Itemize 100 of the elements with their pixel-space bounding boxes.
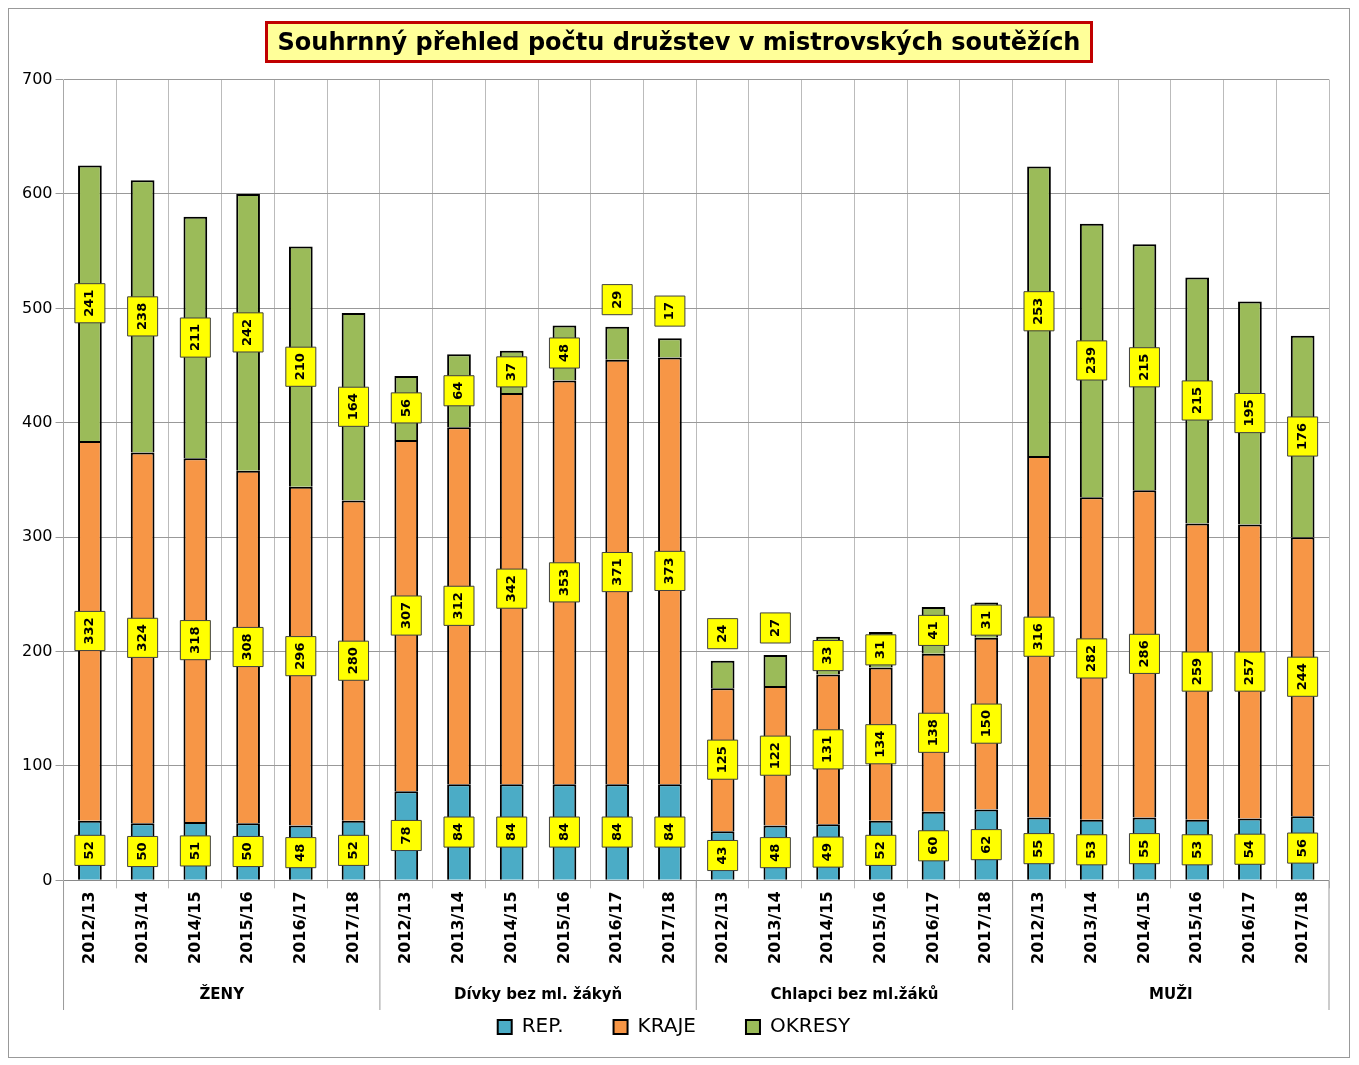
data-label: 138 xyxy=(924,719,940,747)
text: Chlapci bez ml.žáků xyxy=(770,984,939,1003)
data-label: 257 xyxy=(1241,658,1257,686)
data-label: 55 xyxy=(1135,839,1151,858)
y-tick-label: 0 xyxy=(42,869,53,889)
y-tick-label: 600 xyxy=(21,183,53,203)
x-tick-label: 2012/13 xyxy=(1028,891,1048,964)
x-tick-label: 2012/13 xyxy=(79,891,99,964)
chart-title: Souhrnný přehled počtu družstev v mistrovských soutěžích xyxy=(264,21,1094,63)
x-tick-label: 2013/14 xyxy=(131,891,151,964)
x-tick-label: 2016/17 xyxy=(922,891,942,964)
x-tick-label: 2015/16 xyxy=(553,891,573,964)
data-label: 53 xyxy=(1188,840,1204,859)
x-tick-label: 2014/15 xyxy=(184,891,204,964)
data-label: 17 xyxy=(661,302,677,321)
data-label: 50 xyxy=(134,842,150,861)
x-tick-label: 2017/18 xyxy=(975,891,995,964)
data-label: 125 xyxy=(714,746,730,774)
x-tick-label: 2013/14 xyxy=(764,891,784,964)
data-label: 282 xyxy=(1083,644,1099,672)
data-label: 134 xyxy=(872,730,888,758)
text: MUŽI xyxy=(1149,983,1193,1003)
data-label: 239 xyxy=(1083,346,1099,375)
data-label: 56 xyxy=(397,398,413,417)
x-tick-label: 2016/17 xyxy=(289,891,309,964)
data-label: 244 xyxy=(1294,663,1310,691)
data-label: 84 xyxy=(661,823,677,842)
data-label: 50 xyxy=(239,842,255,861)
data-label: 31 xyxy=(977,611,993,630)
data-label: 176 xyxy=(1294,422,1310,451)
data-label: 64 xyxy=(450,381,466,400)
y-tick-label: 100 xyxy=(21,755,53,775)
data-label: 210 xyxy=(292,353,308,381)
legend-label: OKRESY xyxy=(769,1013,852,1038)
x-tick-label: 2012/13 xyxy=(395,891,415,964)
y-tick-label: 700 xyxy=(21,68,53,88)
x-tick-label: 2015/16 xyxy=(1186,891,1206,964)
y-tick-label: 200 xyxy=(21,640,53,660)
data-label: 373 xyxy=(661,557,677,585)
data-label: 48 xyxy=(555,343,571,363)
data-label: 49 xyxy=(819,843,835,862)
x-tick-label: 2014/15 xyxy=(817,891,837,964)
x-tick-label: 2012/13 xyxy=(711,891,731,964)
y-tick-label: 500 xyxy=(21,297,53,317)
data-label: 316 xyxy=(1030,623,1046,651)
x-tick-label: 2015/16 xyxy=(237,891,257,964)
data-label: 122 xyxy=(766,742,782,770)
data-label: 62 xyxy=(977,835,993,854)
x-tick-label: 2013/14 xyxy=(1080,891,1100,964)
x-tick-label: 2017/18 xyxy=(1291,891,1311,964)
data-label: 215 xyxy=(1188,386,1204,415)
data-label: 307 xyxy=(397,601,413,630)
data-label: 238 xyxy=(134,302,150,330)
data-label: 53 xyxy=(1083,840,1099,859)
data-label: 41 xyxy=(924,621,940,640)
data-label: 131 xyxy=(819,735,835,763)
data-label: 342 xyxy=(503,575,519,603)
data-label: 56 xyxy=(1294,839,1310,858)
data-label: 259 xyxy=(1188,658,1204,686)
data-label: 150 xyxy=(977,710,993,738)
data-label: 215 xyxy=(1135,353,1151,381)
data-label: 286 xyxy=(1135,640,1151,668)
data-label: 54 xyxy=(1241,840,1257,859)
data-label: 78 xyxy=(397,826,413,845)
data-label: 241 xyxy=(81,289,97,317)
data-label: 55 xyxy=(1030,839,1046,858)
x-tick-label: 2014/15 xyxy=(500,891,520,964)
data-label: 31 xyxy=(872,640,888,659)
legend-label: KRAJE xyxy=(637,1013,696,1038)
data-label: 52 xyxy=(81,841,97,860)
data-label: 60 xyxy=(924,836,940,855)
data-label: 48 xyxy=(292,843,308,862)
data-label: 253 xyxy=(1030,297,1046,325)
x-tick-label: 2013/14 xyxy=(448,891,468,964)
data-label: 371 xyxy=(608,558,624,586)
data-label: 242 xyxy=(239,318,255,346)
data-label: 52 xyxy=(872,841,888,860)
x-tick-label: 2017/18 xyxy=(342,891,362,964)
data-label: 324 xyxy=(134,624,150,652)
data-label: 211 xyxy=(186,323,202,352)
data-label: 195 xyxy=(1241,399,1257,427)
x-tick-label: 2014/15 xyxy=(1133,891,1153,964)
data-label: 37 xyxy=(503,362,519,381)
x-tick-label: 2015/16 xyxy=(869,891,889,964)
data-label: 308 xyxy=(239,633,255,661)
data-label: 27 xyxy=(766,618,782,637)
data-label: 52 xyxy=(344,841,360,860)
data-label: 24 xyxy=(714,624,730,643)
data-label: 29 xyxy=(608,290,624,309)
data-label: 84 xyxy=(503,823,519,842)
x-tick-label: 2016/17 xyxy=(606,891,626,964)
text: Dívky bez ml. žákyň xyxy=(453,984,623,1003)
data-label: 312 xyxy=(450,592,466,620)
y-tick-label: 400 xyxy=(21,411,53,431)
data-label: 332 xyxy=(81,617,97,645)
data-label: 318 xyxy=(186,626,202,654)
data-label: 280 xyxy=(344,647,360,675)
text: ŽENY xyxy=(199,983,246,1003)
data-label: 84 xyxy=(608,823,624,842)
data-label: 353 xyxy=(555,568,571,596)
